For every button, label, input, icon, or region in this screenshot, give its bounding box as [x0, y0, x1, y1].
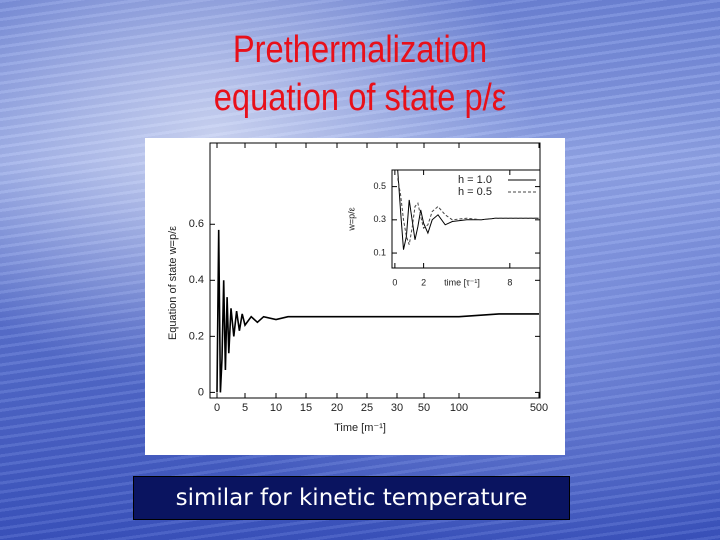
x-tick-label: 25 — [361, 402, 373, 414]
x-tick-label: 30 — [391, 402, 403, 414]
x-tick-label: 5 — [242, 402, 248, 414]
x-tick-label: 0 — [214, 402, 220, 414]
y-tick-label: 0.1 — [373, 247, 386, 257]
slide-title: equation of state p/ε — [213, 77, 507, 119]
x-tick-label: 0 — [392, 277, 397, 287]
y-tick-label: 0.6 — [189, 218, 204, 230]
x-tick-label: 500 — [530, 402, 548, 414]
x-tick-label: 10 — [270, 402, 282, 414]
x-axis-label: Time [m⁻¹] — [334, 422, 386, 434]
x-axis-label: time [τ⁻¹] — [444, 277, 480, 287]
y-tick-label: 0 — [198, 386, 204, 398]
x-tick-label: 2 — [421, 277, 426, 287]
y-axis-label: w=p/ε — [346, 207, 356, 231]
legend-label: h = 0.5 — [458, 186, 492, 198]
y-tick-label: 0.4 — [189, 274, 204, 286]
legend-label: h = 1.0 — [458, 174, 492, 186]
x-tick-label: 8 — [507, 277, 512, 287]
y-axis-label: Equation of state w=p/ε — [167, 226, 179, 340]
x-tick-label: 20 — [331, 402, 343, 414]
plot-frame — [209, 142, 541, 399]
x-tick-label: 50 — [418, 402, 430, 414]
y-tick-label: 0.2 — [189, 330, 204, 342]
x-tick-label: 15 — [300, 402, 312, 414]
slide-title: Prethermalization — [232, 29, 488, 71]
data-line — [397, 178, 539, 245]
data-line — [216, 229, 539, 393]
caption: similar for kinetic temperature — [133, 476, 570, 520]
plot-frame — [391, 169, 541, 269]
y-tick-label: 0.3 — [373, 214, 386, 224]
y-tick-label: 0.5 — [373, 181, 386, 191]
x-tick-label: 100 — [450, 402, 468, 414]
